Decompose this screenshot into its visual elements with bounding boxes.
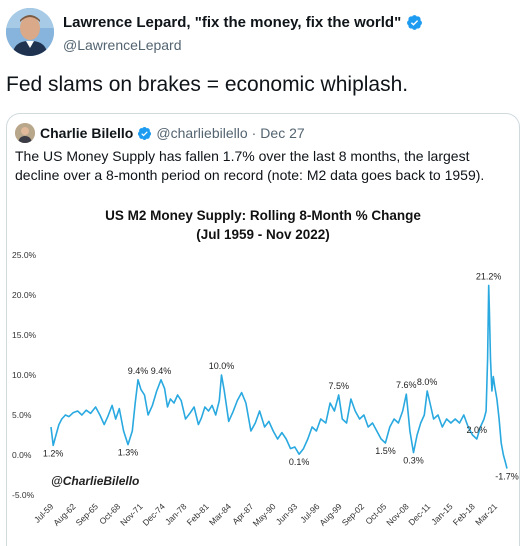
avatar-image bbox=[6, 8, 54, 56]
quoted-tweet-date[interactable]: Dec 27 bbox=[260, 125, 305, 141]
y-tick-label: 10.0% bbox=[12, 370, 37, 380]
author-avatar[interactable] bbox=[6, 8, 54, 56]
data-label: 0.3% bbox=[403, 456, 424, 466]
y-tick-label: 25.0% bbox=[12, 250, 37, 260]
data-label: 7.5% bbox=[328, 381, 349, 391]
meta-separator: · bbox=[251, 125, 257, 141]
data-label: 9.4% bbox=[151, 366, 172, 376]
chart-image[interactable]: US M2 Money Supply: Rolling 8-Month % Ch… bbox=[7, 198, 519, 546]
data-label: 10.0% bbox=[209, 361, 235, 371]
tweet-header: Lawrence Lepard, "fix the money, fix the… bbox=[0, 0, 526, 66]
verified-badge-icon bbox=[407, 15, 423, 30]
m2-chart: US M2 Money Supply: Rolling 8-Month % Ch… bbox=[7, 198, 519, 546]
quoted-avatar-image bbox=[15, 123, 35, 143]
y-tick-label: 15.0% bbox=[12, 330, 37, 340]
data-label: -1.7% bbox=[495, 472, 519, 482]
data-label: 1.5% bbox=[375, 446, 396, 456]
y-tick-label: 20.0% bbox=[12, 290, 37, 300]
quoted-author-avatar bbox=[15, 123, 35, 143]
data-label: 9.4% bbox=[128, 366, 149, 376]
data-label: 2.0% bbox=[467, 425, 488, 435]
author-name[interactable]: Lawrence Lepard, "fix the money, fix the… bbox=[63, 14, 402, 31]
data-label: 8.0% bbox=[417, 377, 438, 387]
chart-subtitle: (Jul 1959 - Nov 2022) bbox=[196, 227, 330, 242]
data-label: 1.2% bbox=[43, 448, 64, 458]
quoted-tweet-text: The US Money Supply has fallen 1.7% over… bbox=[15, 148, 485, 183]
y-tick-label: 5.0% bbox=[12, 410, 32, 420]
quoted-author-handle[interactable]: @charliebilello bbox=[156, 125, 248, 141]
y-tick-label: 0.0% bbox=[12, 450, 32, 460]
quoted-tweet-header: Charlie Bilello @charliebilello · Dec 27 bbox=[15, 123, 305, 143]
data-label: 7.6% bbox=[396, 380, 417, 390]
quoted-author-name[interactable]: Charlie Bilello bbox=[40, 125, 134, 141]
quoted-tweet[interactable]: Charlie Bilello @charliebilello · Dec 27… bbox=[6, 113, 520, 546]
series-line bbox=[50, 284, 508, 469]
chart-watermark: @CharlieBilello bbox=[51, 474, 139, 488]
tweet-text: Fed slams on brakes = economic whiplash. bbox=[6, 73, 409, 96]
data-label: 1.3% bbox=[118, 448, 139, 458]
y-tick-label: -5.0% bbox=[12, 490, 35, 500]
author-handle[interactable]: @LawrenceLepard bbox=[63, 37, 182, 53]
chart-title: US M2 Money Supply: Rolling 8-Month % Ch… bbox=[105, 208, 421, 223]
data-label: 21.2% bbox=[476, 271, 502, 281]
chart-background bbox=[7, 198, 519, 546]
data-label: 0.1% bbox=[289, 457, 310, 467]
verified-badge-icon bbox=[138, 126, 152, 140]
